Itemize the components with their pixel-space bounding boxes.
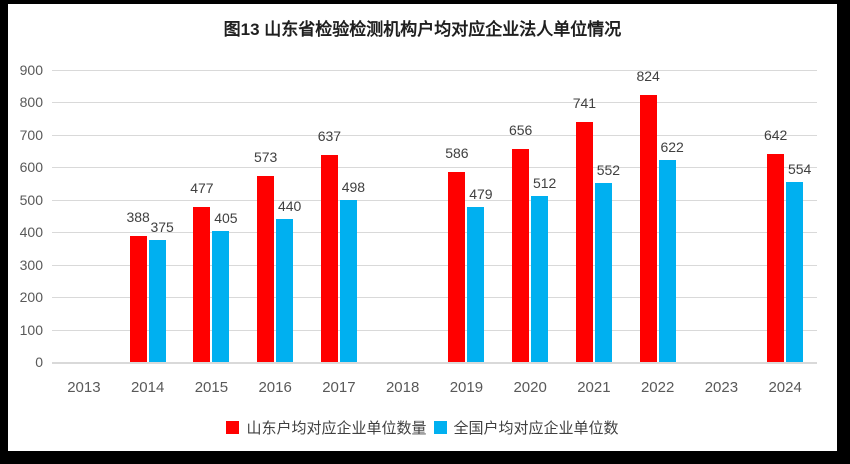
- bar-value-label: 552: [596, 161, 621, 178]
- bar-shandong-2021: 741: [573, 96, 596, 362]
- y-axis-label: 200: [19, 289, 43, 306]
- bar-group-2015: 477 405: [180, 70, 244, 362]
- bar-national-2020: 512: [531, 176, 556, 362]
- bar-value-label: 637: [317, 128, 342, 145]
- bar-shandong-2014: 388: [126, 210, 150, 362]
- bar-group-2019: 586 479: [435, 70, 499, 362]
- bar-shandong-2017: 637: [318, 129, 341, 362]
- bar-value-label: 622: [660, 139, 684, 156]
- bar-shandong-2020: 656: [509, 123, 532, 362]
- bar-value-label: 573: [253, 149, 278, 166]
- gridline: [52, 134, 817, 136]
- bar-group-2017: 637 498: [307, 70, 371, 362]
- gridline: [52, 329, 817, 331]
- bar-value-label: 375: [150, 219, 174, 236]
- y-axis-label: 0: [35, 354, 43, 370]
- bar-shandong-2019: 586: [445, 146, 469, 362]
- x-axis-label: 2024: [768, 379, 802, 396]
- bar-national-2022: 622: [658, 140, 684, 362]
- bar-group-2018: [371, 70, 435, 362]
- gridline: [52, 70, 817, 71]
- x-axis-label: 2023: [704, 379, 739, 396]
- bar-group-2021: 741 552: [562, 70, 626, 362]
- x-axis-label: 2016: [258, 379, 292, 396]
- bar-national-2024: 554: [786, 162, 811, 362]
- legend-swatch-shandong: [226, 421, 240, 434]
- bar-value-label: 586: [445, 144, 469, 161]
- bar-shandong-2022: 824: [636, 69, 660, 362]
- gridline: [52, 199, 817, 201]
- bar-national-2016: 440: [276, 199, 301, 362]
- bar-shandong-2016: 573: [254, 150, 277, 362]
- plot-area: 388 375 477 405 573 440 637 498 586 479 656 512 741 5…: [52, 69, 817, 364]
- bar-national-2014: 375: [148, 220, 174, 362]
- x-axis-label: 2013: [67, 379, 101, 396]
- bar-value-label: 554: [787, 161, 812, 178]
- bar-national-2015: 405: [212, 211, 238, 362]
- gridline: [52, 362, 817, 364]
- gridline: [52, 167, 817, 169]
- gridline: [52, 102, 817, 104]
- bar-group-2016: 573 440: [243, 70, 307, 362]
- x-axis-label: 2022: [640, 379, 675, 396]
- bar-value-label: 656: [508, 122, 533, 139]
- bar-value-label: 498: [341, 179, 366, 196]
- y-axis-label: 100: [19, 321, 43, 338]
- legend-label-shandong: 山东户均对应企业单位数量: [246, 420, 427, 437]
- bar-value-label: 388: [126, 209, 150, 226]
- y-axis-label: 300: [19, 256, 43, 273]
- y-axis-label: 700: [19, 126, 43, 143]
- bar-group-2022: 824 622: [626, 69, 690, 362]
- legend-label-national: 全国户均对应企业单位数: [453, 420, 619, 437]
- bar-group-2024: 642 554: [753, 70, 817, 362]
- x-axis-label: 2020: [513, 379, 547, 396]
- x-axis-label: 2014: [130, 379, 165, 396]
- y-axis-label: 400: [19, 224, 43, 241]
- legend: 山东户均对应企业单位数量 全国户均对应企业单位数: [8, 417, 837, 438]
- bar-national-2017: 498: [339, 180, 365, 362]
- bar-value-label: 642: [763, 126, 788, 143]
- x-axis-label: 2018: [385, 379, 420, 396]
- bar-value-label: 824: [636, 67, 660, 84]
- bar-group-2023: [690, 70, 754, 362]
- legend-swatch-national: [433, 421, 447, 434]
- bar-value-label: 440: [277, 198, 302, 215]
- chart-title: 图13 山东省检验检测机构户均对应企业法人单位情况: [223, 20, 622, 39]
- bar-national-2021: 552: [594, 163, 620, 362]
- bar-shandong-2015: 477: [190, 181, 214, 362]
- bar-value-label: 405: [214, 209, 238, 226]
- x-axis-label: 2019: [449, 379, 484, 396]
- bar-value-label: 479: [469, 185, 493, 202]
- y-axis-label: 500: [19, 191, 43, 208]
- y-axis-label: 800: [19, 94, 43, 111]
- x-axis-label: 2021: [577, 379, 611, 396]
- gridline: [52, 232, 817, 234]
- bar-group-2020: 656 512: [498, 70, 562, 362]
- y-axis-label: 600: [19, 159, 43, 176]
- x-axis-label: 2015: [194, 379, 229, 396]
- y-axis-label: 900: [19, 62, 43, 78]
- bar-value-label: 741: [572, 94, 597, 111]
- bar-national-2019: 479: [467, 187, 493, 362]
- x-axis-label: 2017: [322, 379, 356, 396]
- gridline: [52, 264, 817, 266]
- bar-group-2014: 388 375: [116, 70, 180, 362]
- bar-value-label: 512: [532, 174, 557, 191]
- bar-value-label: 477: [190, 180, 214, 197]
- gridline: [52, 297, 817, 299]
- bar-group-2013: [52, 70, 116, 362]
- bar-shandong-2024: 642: [764, 128, 787, 362]
- chart-canvas: 图13 山东省检验检测机构户均对应企业法人单位情况 0 100 200 300 400 5…: [8, 4, 837, 451]
